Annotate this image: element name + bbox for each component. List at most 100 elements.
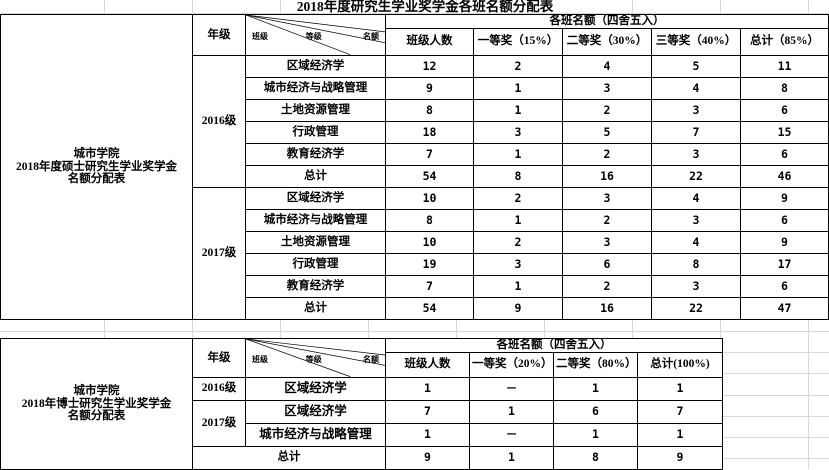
cell-second: 2: [562, 142, 652, 166]
cell-second: 6: [553, 399, 638, 424]
major-name: 区域经济学: [245, 399, 386, 424]
diag-label-class: 班级: [252, 32, 268, 42]
table-row: 行政管理 18 3 5 7 15: [1, 120, 829, 144]
cell-first: 2: [473, 54, 563, 78]
cell-first: 1: [473, 274, 563, 298]
major-name: 教育经济学: [245, 142, 386, 166]
header-grade: 年级: [192, 14, 246, 56]
cell-second: 6: [562, 252, 652, 276]
cell-count: 9: [385, 76, 474, 100]
diag-label-grade: 等级: [305, 355, 322, 365]
cell-total: 9: [740, 186, 829, 210]
header-row-columns: 班级人数 一等奖（20%） 二等奖（80%） 总计(100%): [1, 351, 723, 378]
major-name: 行政管理: [245, 252, 386, 276]
caption-line-2: 2018年博士研究生学业奖学金: [21, 397, 172, 410]
cell-count: 19: [385, 252, 474, 276]
table-caption-cell: 城市学院 2018年博士研究生学业奖学金 名额分配表: [0, 338, 193, 470]
grid-line-horizontal: [0, 331, 829, 332]
cell-first: 1: [473, 142, 563, 166]
diag-label-quota: 名额: [363, 355, 379, 365]
cell-second: 2: [562, 98, 652, 122]
header-quota-group: 各班名额（四舍五入）: [385, 338, 723, 353]
cell-total: 11: [740, 54, 829, 78]
cell-count: 10: [385, 186, 474, 210]
table-row: 2017级 区域经济学 7 1 6 7: [1, 399, 723, 447]
footer-cell-second: 8: [553, 445, 638, 470]
cell-second: 2: [562, 208, 652, 232]
cell-count: 10: [385, 230, 474, 254]
cell-count: 7: [385, 399, 470, 424]
page-title: 2018年度研究生学业奖学金各班名额分配表: [296, 0, 554, 14]
grade-group-label: 2016级: [192, 376, 246, 401]
cell-second: 3: [562, 230, 652, 254]
table-row: 2016级 区域经济学 1 － 1 1: [1, 376, 723, 401]
diagonal-split-lines: [246, 15, 385, 55]
header-col-3: 三等奖（40%）: [651, 27, 741, 56]
cell-count: 18: [385, 120, 474, 144]
cell-second: 16: [562, 296, 652, 320]
cell-total: 6: [740, 142, 829, 166]
grade-group-label: 2017级: [192, 399, 246, 447]
caption-line-1: 城市学院: [73, 384, 120, 397]
header-col-3: 总计(100%): [637, 351, 723, 378]
cell-total: 6: [740, 208, 829, 232]
cell-total: 1: [637, 422, 723, 447]
cell-second: 2: [562, 274, 652, 298]
cell-third: 5: [651, 54, 741, 78]
major-name: 土地资源管理: [245, 98, 386, 122]
table-row: 教育经济学 7 1 2 3 6: [1, 274, 829, 298]
cell-third: 8: [651, 252, 741, 276]
cell-count: 12: [385, 54, 474, 78]
header-col-2: 二等奖（30%）: [562, 27, 652, 56]
header-col-2: 二等奖（80%）: [553, 351, 638, 378]
table-row: 土地资源管理 8 1 2 3 6: [1, 98, 829, 122]
table-caption-cell: 城市学院 2018年度硕士研究生学业奖学金 名额分配表: [0, 14, 193, 320]
caption-line-3: 名额分配表: [67, 410, 126, 423]
major-name: 总计: [245, 164, 386, 188]
header-grade: 年级: [192, 338, 246, 378]
table-row: 土地资源管理 10 2 3 4 9: [1, 230, 829, 254]
table-row: 城市经济与战略管理 1 － 1 1: [1, 422, 723, 447]
cell-first: 2: [473, 230, 563, 254]
diag-label-grade: 等级: [305, 32, 322, 42]
cell-first: 1: [473, 98, 563, 122]
cell-first: 1: [469, 399, 554, 424]
footer-total-row: 总计 9 1 8 9: [1, 445, 723, 470]
table-row: 2017级 区域经济学 10 2 3 4 9: [1, 186, 829, 320]
cell-third: 7: [651, 120, 741, 144]
cell-total: 1: [637, 376, 723, 401]
major-name: 城市经济与战略管理: [245, 422, 386, 447]
cell-first: 1: [473, 208, 563, 232]
major-name: 总计: [245, 296, 386, 320]
major-name: 区域经济学: [245, 186, 386, 210]
cell-count: 7: [385, 274, 474, 298]
cell-count: 54: [385, 164, 474, 188]
header-col-0: 班级人数: [385, 27, 474, 56]
header-col-1: 一等奖（15%）: [473, 27, 563, 56]
cell-count: 7: [385, 142, 474, 166]
cell-second: 1: [553, 376, 638, 401]
cell-third: 22: [651, 164, 741, 188]
cell-total: 6: [740, 274, 829, 298]
cell-second: 5: [562, 120, 652, 144]
cell-third: 3: [651, 142, 741, 166]
header-row-columns: 班级人数 一等奖（15%） 二等奖（30%） 三等奖（40%） 总计（85%）: [1, 27, 829, 56]
cell-count: 8: [385, 98, 474, 122]
cell-second: 4: [562, 54, 652, 78]
master-scholarship-table: 城市学院 2018年度硕士研究生学业奖学金 名额分配表 年级 班级 等级 名额 各班名额（四舍…: [0, 14, 829, 320]
major-name: 城市经济与战略管理: [245, 208, 386, 232]
grade-group-label: 2016级: [192, 54, 246, 188]
cell-total: 7: [637, 399, 723, 424]
cell-first: 9: [473, 296, 563, 320]
cell-total: 17: [740, 252, 829, 276]
cell-total: 6: [740, 98, 829, 122]
cell-total: 47: [740, 296, 829, 320]
major-name: 区域经济学: [245, 54, 386, 78]
cell-count: 1: [385, 376, 470, 401]
cell-third: 4: [651, 186, 741, 210]
cell-count: 54: [385, 296, 474, 320]
cell-total: 46: [740, 164, 829, 188]
cell-third: 22: [651, 296, 741, 320]
major-name: 教育经济学: [245, 274, 386, 298]
footer-cell-count: 9: [385, 445, 470, 470]
